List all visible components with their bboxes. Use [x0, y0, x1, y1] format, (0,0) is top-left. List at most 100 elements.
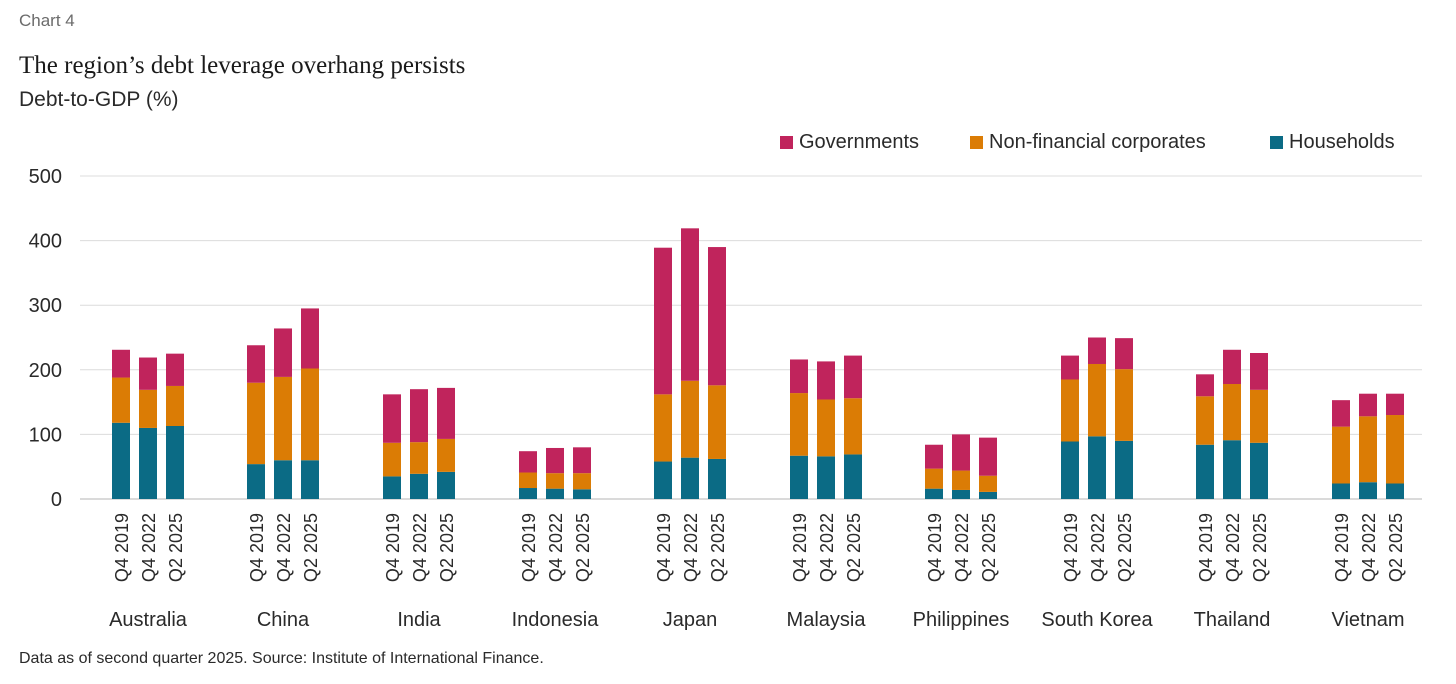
y-tick-label-400: 400	[29, 231, 62, 253]
period-label-south-korea-q4-2019: Q4 2019	[1061, 513, 1081, 582]
legend-swatch-non-financial-corporates	[970, 136, 983, 149]
country-label-indonesia: Indonesia	[512, 609, 600, 631]
chart-legend: Governments Non-financial corporates Hou…	[0, 131, 1456, 159]
bar-vietnam-q2-2025-non-financial-corporates	[1386, 415, 1404, 484]
bar-vietnam-q4-2019-households	[1332, 483, 1350, 499]
bar-australia-q4-2019-non-financial-corporates	[112, 377, 130, 423]
bar-indonesia-q4-2019-governments	[519, 451, 537, 473]
bar-china-q4-2019-households	[247, 464, 265, 499]
bar-indonesia-q4-2022-governments	[546, 447, 564, 474]
bar-australia-q4-2022-households	[139, 427, 157, 499]
legend-item-non-financial-corporates: Non-financial corporates	[970, 131, 1206, 154]
bar-malaysia-q2-2025-governments	[844, 355, 862, 399]
bar-thailand-q4-2019-non-financial-corporates	[1196, 396, 1214, 445]
bar-china-q2-2025-governments	[301, 308, 319, 369]
bar-china-q4-2019-governments	[247, 345, 265, 383]
bar-philippines-q4-2022-households	[952, 489, 970, 499]
bar-malaysia-q4-2019-households	[790, 455, 808, 499]
y-axis-tick-labels: 0 100 200 300 400 500	[29, 166, 62, 511]
y-tick-label-500: 500	[29, 166, 62, 188]
bar-japan-q4-2019-households	[654, 461, 672, 499]
bar-south-korea-q4-2022-governments	[1088, 337, 1106, 364]
bar-thailand-q4-2022-governments	[1223, 349, 1241, 385]
legend-swatch-governments	[780, 136, 793, 149]
chart-title: The region’s debt leverage overhang pers…	[19, 52, 466, 79]
period-label-thailand-q2-2025: Q2 2025	[1250, 513, 1270, 582]
period-label-indonesia-q4-2022: Q4 2022	[546, 513, 566, 582]
bar-india-q4-2019-households	[383, 476, 401, 499]
bar-south-korea-q4-2022-non-financial-corporates	[1088, 363, 1106, 437]
bar-indonesia-q4-2019-households	[519, 488, 537, 499]
bar-japan-q4-2019-non-financial-corporates	[654, 394, 672, 462]
period-label-vietnam-q4-2022: Q4 2022	[1359, 513, 1379, 582]
chart-kicker: Chart 4	[19, 11, 75, 30]
bar-malaysia-q2-2025-non-financial-corporates	[844, 398, 862, 455]
country-label-thailand: Thailand	[1194, 609, 1271, 631]
period-label-south-korea-q2-2025: Q2 2025	[1115, 513, 1135, 582]
period-label-philippines-q2-2025: Q2 2025	[979, 513, 999, 582]
bar-china-q4-2019-non-financial-corporates	[247, 382, 265, 465]
period-label-india-q4-2022: Q4 2022	[410, 513, 430, 582]
period-label-vietnam-q4-2019: Q4 2019	[1332, 513, 1352, 582]
bar-australia-q4-2019-households	[112, 422, 130, 499]
period-label-philippines-q4-2022: Q4 2022	[952, 513, 972, 582]
period-label-vietnam-q2-2025: Q2 2025	[1386, 513, 1406, 582]
bar-japan-q4-2022-governments	[681, 228, 699, 381]
bar-indonesia-q2-2025-governments	[573, 447, 591, 474]
bar-japan-q4-2022-households	[681, 457, 699, 499]
bar-malaysia-q2-2025-households	[844, 454, 862, 499]
period-label-india-q4-2019: Q4 2019	[383, 513, 403, 582]
bar-south-korea-q4-2019-governments	[1061, 355, 1079, 380]
y-tick-label-300: 300	[29, 295, 62, 317]
bar-japan-q2-2025-households	[708, 458, 726, 499]
bar-philippines-q2-2025-non-financial-corporates	[979, 475, 997, 492]
country-label-vietnam: Vietnam	[1331, 609, 1404, 631]
bar-philippines-q4-2019-households	[925, 488, 943, 499]
y-tick-label-100: 100	[29, 424, 62, 446]
x-axis-period-labels: Q4 2019 Q4 2022 Q2 2025 Q4 2019 Q4 2022 Q2 20…	[112, 513, 1406, 582]
source-note: Data as of second quarter 2025. Source: …	[19, 650, 544, 667]
bar-thailand-q4-2019-governments	[1196, 374, 1214, 397]
bar-australia-q4-2022-non-financial-corporates	[139, 389, 157, 428]
bar-india-q4-2019-non-financial-corporates	[383, 442, 401, 477]
bar-indonesia-q4-2022-non-financial-corporates	[546, 473, 564, 489]
y-tick-label-200: 200	[29, 360, 62, 382]
bar-philippines-q4-2022-non-financial-corporates	[952, 470, 970, 490]
period-label-china-q2-2025: Q2 2025	[301, 513, 321, 582]
bar-india-q4-2022-non-financial-corporates	[410, 442, 428, 474]
bar-indonesia-q4-2019-non-financial-corporates	[519, 472, 537, 489]
bar-thailand-q4-2022-non-financial-corporates	[1223, 384, 1241, 441]
bar-australia-q2-2025-governments	[166, 353, 184, 386]
bar-vietnam-q4-2022-non-financial-corporates	[1359, 416, 1377, 483]
period-label-thailand-q4-2022: Q4 2022	[1223, 513, 1243, 582]
legend-swatch-households	[1270, 136, 1283, 149]
bar-indonesia-q2-2025-non-financial-corporates	[573, 473, 591, 490]
bar-china-q4-2022-households	[274, 460, 292, 499]
bar-philippines-q2-2025-governments	[979, 437, 997, 476]
bar-indonesia-q2-2025-households	[573, 489, 591, 499]
bar-vietnam-q4-2022-governments	[1359, 393, 1377, 417]
bar-indonesia-q4-2022-households	[546, 488, 564, 499]
period-label-indonesia-q2-2025: Q2 2025	[573, 513, 593, 582]
country-label-south-korea: South Korea	[1041, 609, 1153, 631]
country-label-philippines: Philippines	[913, 609, 1010, 631]
bar-malaysia-q4-2019-non-financial-corporates	[790, 393, 808, 456]
bar-india-q4-2019-governments	[383, 394, 401, 443]
bar-india-q2-2025-households	[437, 471, 455, 499]
bar-south-korea-q4-2019-households	[1061, 441, 1079, 499]
legend-label-households: Households	[1289, 131, 1395, 153]
bar-vietnam-q2-2025-households	[1386, 483, 1404, 499]
bar-australia-q2-2025-non-financial-corporates	[166, 385, 184, 427]
bar-thailand-q4-2019-households	[1196, 444, 1214, 499]
y-tick-label-0: 0	[51, 489, 62, 511]
bar-india-q2-2025-non-financial-corporates	[437, 438, 455, 472]
bar-india-q4-2022-governments	[410, 389, 428, 443]
bar-japan-q4-2022-non-financial-corporates	[681, 380, 699, 458]
bar-china-q4-2022-governments	[274, 328, 292, 377]
bar-south-korea-q2-2025-governments	[1115, 338, 1133, 370]
country-label-india: India	[397, 609, 441, 631]
bar-australia-q2-2025-households	[166, 426, 184, 499]
bar-vietnam-q4-2019-non-financial-corporates	[1332, 426, 1350, 484]
period-label-japan-q2-2025: Q2 2025	[708, 513, 728, 582]
bar-malaysia-q4-2022-households	[817, 456, 835, 499]
